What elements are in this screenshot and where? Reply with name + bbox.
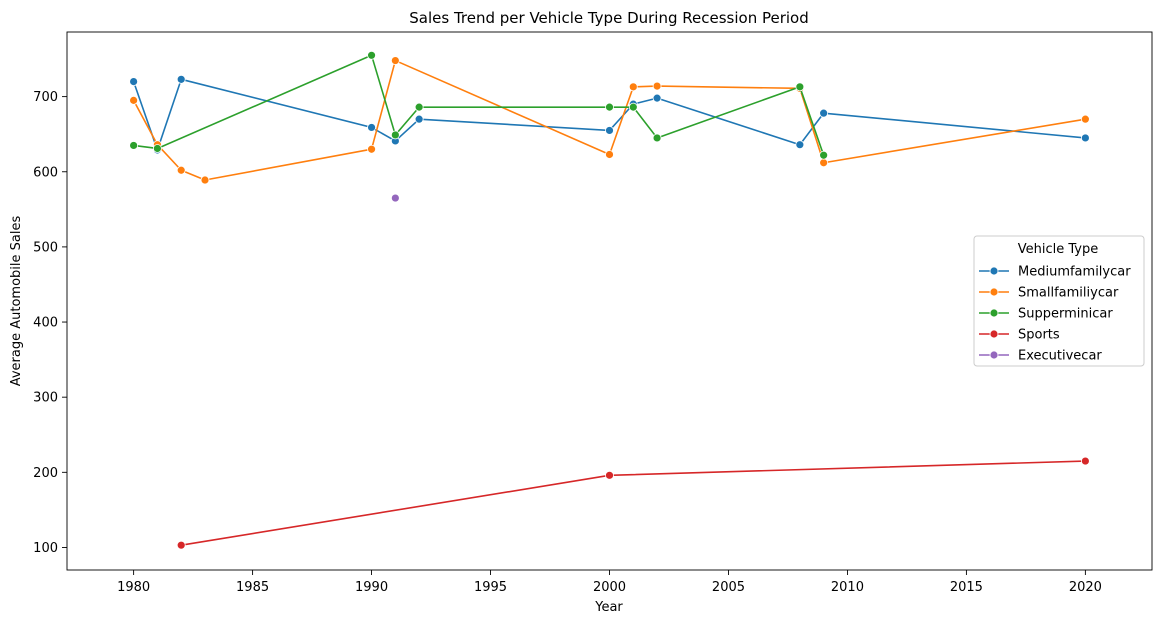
data-point-supperminicar xyxy=(129,141,139,150)
y-tick-label: 700 xyxy=(33,90,58,105)
y-axis: 100 200 300 400 500 600 700 xyxy=(33,90,67,556)
data-point-supperminicar xyxy=(390,130,400,140)
legend-label-sports: Sports xyxy=(1018,328,1060,343)
legend-frame xyxy=(973,235,1145,367)
y-tick-label: 600 xyxy=(33,165,58,180)
y-axis-title: Average Automobile Sales xyxy=(9,216,24,387)
data-point-smallfamiliycar xyxy=(390,56,400,65)
plot-area xyxy=(129,50,1090,550)
data-point-mediumfamilycar xyxy=(652,93,662,103)
data-point-mediumfamilycar xyxy=(1080,133,1090,143)
data-point-mediumfamilycar xyxy=(176,74,186,84)
data-point-smallfamiliycar xyxy=(367,144,376,154)
legend-marker-executivecar xyxy=(989,350,999,360)
x-tick-label: 2000 xyxy=(593,580,626,595)
legend: Vehicle Type Mediumfamilycar Smallfamiliy… xyxy=(973,235,1145,367)
x-tick-label: 2020 xyxy=(1069,580,1102,595)
data-point-supperminicar xyxy=(605,102,614,112)
x-tick-label: 1985 xyxy=(236,580,269,595)
legend-marker-mediumfamilycar xyxy=(989,266,999,276)
y-tick-label: 400 xyxy=(33,316,58,331)
data-point-mediumfamilycar xyxy=(367,123,376,132)
x-tick-label: 1990 xyxy=(355,580,388,595)
y-tick-label: 200 xyxy=(33,466,58,481)
series-line-supperminicar xyxy=(133,54,825,156)
chart-title: Sales Trend per Vehicle Type During Rece… xyxy=(409,9,809,27)
x-tick-label: 2010 xyxy=(831,580,864,595)
y-tick-label: 300 xyxy=(33,391,58,406)
legend-marker-sports xyxy=(989,329,999,339)
data-point-smallfamiliycar xyxy=(628,82,638,92)
data-point-mediumfamilycar xyxy=(819,108,829,118)
data-point-supperminicar xyxy=(795,82,805,92)
data-point-smallfamiliycar xyxy=(605,150,614,159)
x-tick-label: 1980 xyxy=(117,580,150,595)
legend-marker-supperminicar xyxy=(989,308,999,318)
data-point-supperminicar xyxy=(652,133,662,143)
data-point-sports xyxy=(176,540,186,550)
data-point-supperminicar xyxy=(819,150,829,160)
data-point-mediumfamilycar xyxy=(129,77,139,86)
legend-label-mediumfamilycar: Mediumfamilycar xyxy=(1018,265,1131,280)
x-axis-title: Year xyxy=(594,600,623,615)
series-line-mediumfamilycar xyxy=(132,78,1086,151)
data-point-smallfamiliycar xyxy=(200,175,210,185)
legend-label-smallfamiliycar: Smallfamiliycar xyxy=(1018,286,1119,301)
y-tick-label: 500 xyxy=(33,240,58,255)
y-tick-label: 100 xyxy=(33,541,58,556)
data-point-mediumfamilycar xyxy=(414,114,424,124)
data-point-supperminicar xyxy=(414,102,424,112)
legend-marker-smallfamiliycar xyxy=(989,287,999,297)
legend-title: Vehicle Type xyxy=(1018,242,1098,257)
data-point-supperminicar xyxy=(367,50,376,60)
data-point-supperminicar xyxy=(153,144,162,153)
data-point-supperminicar xyxy=(628,102,638,112)
data-point-smallfamiliycar xyxy=(176,165,186,175)
x-tick-label: 2005 xyxy=(712,580,745,595)
data-point-executivecar xyxy=(390,193,400,203)
legend-label-supperminicar: Supperminicar xyxy=(1018,307,1113,322)
data-point-sports xyxy=(605,470,614,480)
data-point-smallfamiliycar xyxy=(652,81,662,91)
legend-label-executivecar: Executivecar xyxy=(1018,349,1102,364)
x-axis: 1980 1985 1990 1995 2000 2005 2010 2015 2020 xyxy=(117,570,1102,595)
data-point-mediumfamilycar xyxy=(605,126,614,135)
data-point-mediumfamilycar xyxy=(795,140,805,150)
data-point-smallfamiliycar xyxy=(1080,114,1090,124)
x-tick-label: 1995 xyxy=(474,580,507,595)
data-point-sports xyxy=(1080,456,1090,466)
x-tick-label: 2015 xyxy=(950,580,983,595)
data-point-smallfamiliycar xyxy=(129,95,139,105)
data-point-smallfamiliycar xyxy=(819,158,829,168)
